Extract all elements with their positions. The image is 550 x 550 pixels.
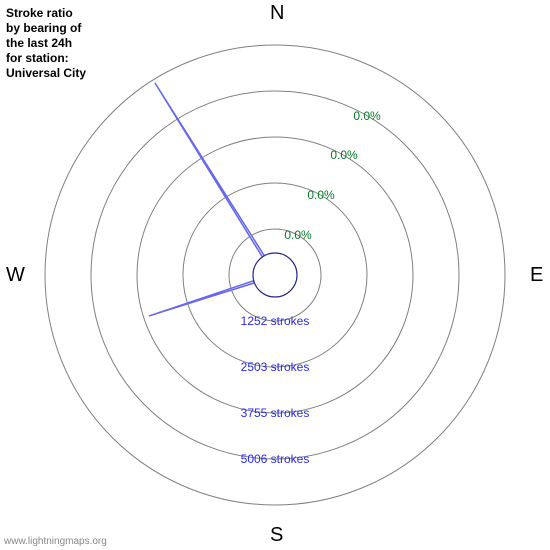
- chart-title: Stroke ratio by bearing of the last 24h …: [6, 6, 86, 81]
- cardinal-E: E: [530, 264, 543, 287]
- cardinal-S: S: [270, 524, 283, 547]
- source-link[interactable]: www.lightningmaps.org: [4, 536, 107, 547]
- cardinal-N: N: [270, 2, 284, 25]
- ring-upper-label: 0.0%: [330, 148, 357, 162]
- ring-upper-label: 0.0%: [307, 188, 334, 202]
- ring-lower-label: 2503 strokes: [241, 360, 310, 374]
- polar-chart: [0, 0, 550, 550]
- ring-lower-label: 1252 strokes: [241, 314, 310, 328]
- ring-upper-label: 0.0%: [284, 228, 311, 242]
- ring-upper-label: 0.0%: [353, 109, 380, 123]
- cardinal-W: W: [6, 264, 25, 287]
- ring-lower-label: 5006 strokes: [241, 452, 310, 466]
- ring-lower-label: 3755 strokes: [241, 406, 310, 420]
